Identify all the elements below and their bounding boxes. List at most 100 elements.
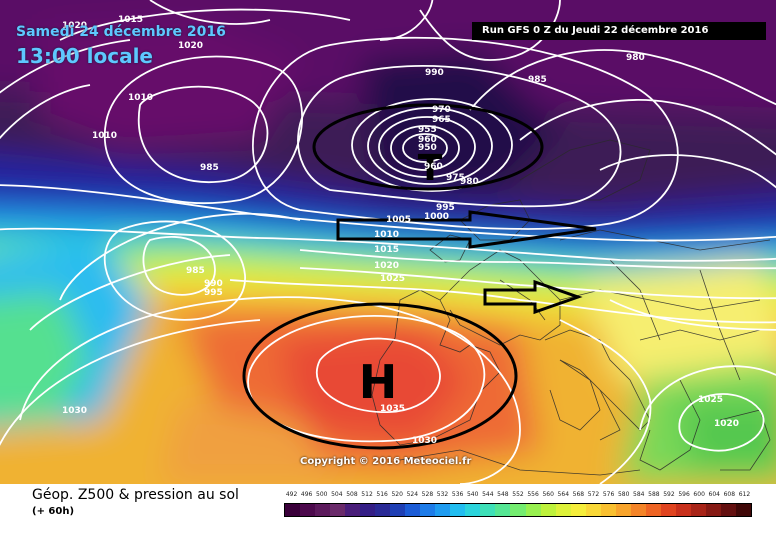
colorscale-label: 572: [587, 491, 600, 498]
colorscale-swatch: [525, 504, 541, 516]
colorscale-label: 504: [331, 491, 343, 498]
isobar-label: 1035: [380, 404, 405, 414]
isobar-label: 1015: [374, 245, 399, 255]
colorscale-swatch: [735, 504, 751, 516]
isobar-label: 980: [460, 177, 479, 187]
isobar-label: 950: [418, 143, 437, 153]
colorscale-label: 508: [346, 491, 358, 498]
colorscale-swatch: [480, 504, 496, 516]
colorscale-label: 556: [527, 491, 539, 498]
arrow-icon: [336, 210, 597, 249]
legend-footer: Géop. Z500 & pression au sol (+ 60h) 492…: [0, 484, 776, 555]
isobar-label: 990: [425, 68, 444, 78]
colorscale-swatch: [405, 504, 421, 516]
isobar-label: 965: [432, 115, 451, 125]
colorscale-label: 596: [678, 491, 690, 498]
colorscale-label: 560: [542, 491, 554, 498]
isobar-label: 970: [432, 105, 451, 115]
colorscale-label: 608: [723, 491, 736, 498]
colorscale-swatch: [555, 504, 571, 516]
colorscale-label: 584: [633, 491, 645, 498]
colorscale-swatch: [315, 504, 331, 516]
weather-map: T H 1015 1020 1020 1010 1010 985 990 985…: [0, 0, 776, 484]
colorscale-label: 540: [466, 491, 479, 498]
colorscale-label: 532: [436, 491, 449, 498]
colorscale-label: 592: [663, 491, 675, 498]
isobar-label: 985: [186, 266, 205, 276]
colorscale-swatch: [330, 504, 346, 516]
colorscale-label: 496: [300, 491, 313, 498]
lead-time: (+ 60h): [32, 506, 75, 517]
arrow-icon: [483, 279, 583, 315]
colorscale-swatch: [435, 504, 451, 516]
isobar-label: 960: [418, 135, 437, 145]
colorscale-label: 528: [421, 491, 434, 498]
colorscale-label: 604: [708, 491, 720, 498]
coastlines: [371, 139, 771, 476]
isobar-label: 1005: [386, 215, 411, 225]
isobar-label: 1025: [380, 274, 405, 284]
isobar-label: 990: [204, 279, 223, 289]
colorscale-swatch: [465, 504, 481, 516]
colorscale-labels: 492 496 500 504 508 512 516 520 524 528 532 536 540 5…: [284, 491, 752, 501]
colorscale-swatch: [645, 504, 661, 516]
isobar-label: 980: [626, 53, 645, 63]
colorscale-swatch: [705, 504, 721, 516]
isobar-label: 1010: [92, 131, 117, 141]
colorscale-swatch: [540, 504, 556, 516]
colorscale-swatch: [285, 504, 301, 516]
low-pressure-circle: [312, 103, 544, 191]
low-center-label: T: [418, 148, 443, 189]
colorscale-swatch: [360, 504, 376, 516]
isobar-label: 975: [446, 173, 465, 183]
isobar-label: 975: [620, 33, 639, 43]
isobar-label: 985: [200, 163, 219, 173]
colorscale-swatch: [720, 504, 736, 516]
isobar-label: 1010: [374, 230, 399, 240]
colorscale-label: 492: [285, 491, 298, 498]
colorscale-label: 568: [572, 491, 585, 498]
colorscale-swatch: [660, 504, 676, 516]
isobar-label: 960: [424, 162, 443, 172]
high-pressure-circle: [242, 302, 518, 450]
colorscale-swatch: [630, 504, 646, 516]
colorscale-swatch: [450, 504, 466, 516]
product-title: Géop. Z500 & pression au sol: [32, 487, 239, 503]
isobar-label: 1020: [374, 261, 399, 271]
colorscale-swatch: [420, 504, 436, 516]
colorscale-swatch: [510, 504, 526, 516]
isobar-label: 1025: [698, 395, 723, 405]
isobar-label: 955: [418, 125, 437, 135]
colorscale-label: 512: [361, 491, 373, 498]
colorscale-label: 516: [376, 491, 388, 498]
colorscale-label: 500: [316, 491, 328, 498]
colorscale-swatch: [300, 504, 316, 516]
isobar-label: 1000: [424, 212, 449, 222]
colorscale-label: 576: [602, 491, 615, 498]
isobars: [0, 0, 776, 484]
high-center-label: H: [359, 355, 398, 409]
isobar-label: 1030: [412, 436, 437, 446]
colorscale-label: 564: [557, 491, 570, 498]
isobar-label: 1020: [62, 21, 87, 31]
isobar-label: 985: [528, 75, 547, 85]
colorscale-swatch: [585, 504, 601, 516]
isobar-label: 995: [436, 203, 455, 213]
colorscale-swatch: [390, 504, 406, 516]
colorscale-swatch: [615, 504, 631, 516]
colorscale-label: 524: [406, 491, 419, 498]
colorscale-label: 612: [738, 491, 751, 498]
colorscale-swatch: [345, 504, 361, 516]
isobar-label: 1010: [128, 93, 153, 103]
colorscale-label: 552: [512, 491, 524, 498]
colorscale-bar: [284, 503, 752, 517]
isobar-label: 995: [204, 288, 223, 298]
colorscale-label: 544: [482, 491, 494, 498]
colorscale-swatch: [675, 504, 691, 516]
colorscale-label: 548: [497, 491, 509, 498]
colorscale-label: 588: [648, 491, 660, 498]
colorscale-label: 520: [391, 491, 403, 498]
colorscale-swatch: [570, 504, 586, 516]
colorscale-label: 600: [693, 491, 705, 498]
isobar-label: 1020: [714, 419, 739, 429]
